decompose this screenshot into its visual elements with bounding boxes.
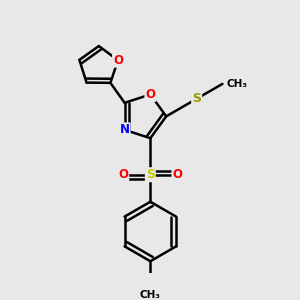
Text: N: N xyxy=(120,123,130,136)
Text: O: O xyxy=(172,168,182,181)
Text: CH₃: CH₃ xyxy=(140,290,161,300)
Text: O: O xyxy=(118,168,128,181)
Text: O: O xyxy=(145,88,155,101)
Text: O: O xyxy=(113,54,123,67)
Text: CH₃: CH₃ xyxy=(226,79,248,89)
Text: S: S xyxy=(146,168,155,181)
Text: S: S xyxy=(192,92,201,105)
